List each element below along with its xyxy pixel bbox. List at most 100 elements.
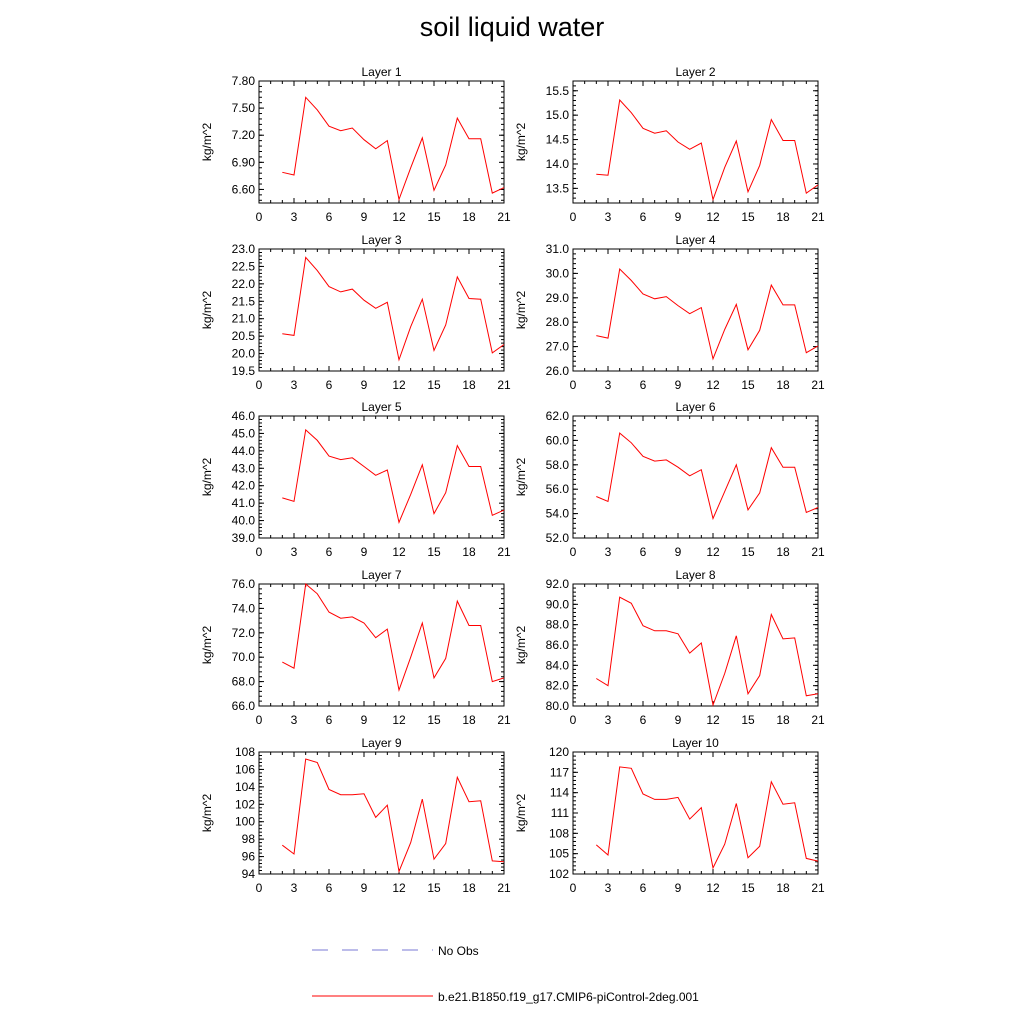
- x-tick-label: 0: [570, 881, 577, 895]
- x-tick-label: 3: [291, 713, 298, 727]
- x-tick-label: 3: [605, 545, 612, 559]
- y-tick-label: 56.0: [546, 482, 570, 496]
- x-tick-label: 21: [497, 210, 511, 224]
- y-tick-label: 60.0: [546, 433, 570, 447]
- y-tick-label: 20.0: [232, 347, 256, 361]
- x-tick-label: 18: [776, 881, 790, 895]
- x-tick-label: 6: [640, 713, 647, 727]
- y-axis-label: kg/m^2: [514, 291, 528, 330]
- panels-group: Layer 1 kg/m^2 0 3 6 9 12 15 18 21 6.60 6.90 7.20 7.5…: [200, 65, 825, 895]
- y-tick-label: 23.0: [232, 242, 256, 256]
- x-tick-label: 0: [570, 545, 577, 559]
- x-tick-label: 15: [427, 210, 441, 224]
- y-tick-label: 44.0: [232, 444, 256, 458]
- y-tick-label: 66.0: [232, 699, 256, 713]
- y-tick-label: 52.0: [546, 531, 570, 545]
- x-tick-label: 15: [427, 378, 441, 392]
- x-tick-label: 12: [392, 713, 406, 727]
- x-tick-label: 12: [706, 378, 720, 392]
- x-tick-label: 9: [675, 713, 682, 727]
- x-tick-label: 9: [361, 881, 368, 895]
- x-tick-label: 15: [741, 210, 755, 224]
- x-tick-label: 21: [811, 378, 825, 392]
- y-tick-label: 13.5: [546, 181, 570, 195]
- y-tick-label: 39.0: [232, 531, 256, 545]
- legend-label-model: b.e21.B1850.f19_g17.CMIP6-piControl-2deg…: [438, 990, 699, 1004]
- x-tick-label: 0: [570, 378, 577, 392]
- y-tick-label: 14.0: [546, 157, 570, 171]
- x-tick-label: 3: [605, 713, 612, 727]
- y-tick-label: 58.0: [546, 458, 570, 472]
- x-tick-label: 6: [640, 210, 647, 224]
- panel-3: Layer 3 kg/m^2 0 3 6 9 12 15 18 21 19.5 20.0 20.5 21.…: [200, 233, 511, 392]
- y-tick-label: 7.50: [232, 101, 256, 115]
- x-tick-label: 18: [776, 210, 790, 224]
- x-tick-label: 12: [706, 881, 720, 895]
- x-tick-label: 18: [462, 378, 476, 392]
- y-axis-label: kg/m^2: [200, 291, 214, 330]
- x-tick-label: 15: [427, 713, 441, 727]
- x-tick-label: 0: [256, 210, 263, 224]
- y-tick-label: 100: [235, 815, 255, 829]
- y-tick-label: 84.0: [546, 658, 570, 672]
- x-tick-label: 12: [392, 210, 406, 224]
- x-tick-label: 21: [497, 881, 511, 895]
- panel-frame: [572, 80, 819, 204]
- x-tick-label: 18: [462, 210, 476, 224]
- series-line: [596, 432, 819, 521]
- y-tick-label: 108: [235, 745, 255, 759]
- y-tick-label: 28.0: [546, 315, 570, 329]
- x-tick-label: 9: [675, 378, 682, 392]
- y-tick-label: 108: [549, 826, 569, 840]
- panel-7: Layer 7 kg/m^2 0 3 6 9 12 15 18 21 66.0 68.0 70.0 72.…: [200, 568, 511, 727]
- x-tick-label: 9: [361, 545, 368, 559]
- y-tick-label: 102: [235, 797, 255, 811]
- x-tick-label: 15: [427, 881, 441, 895]
- x-tick-label: 9: [675, 545, 682, 559]
- x-tick-label: 12: [706, 545, 720, 559]
- x-tick-label: 3: [291, 378, 298, 392]
- series-line: [595, 766, 819, 870]
- x-tick-label: 6: [326, 378, 333, 392]
- x-tick-label: 0: [256, 713, 263, 727]
- y-tick-label: 90.0: [546, 597, 570, 611]
- x-tick-label: 18: [462, 545, 476, 559]
- y-tick-label: 106: [235, 762, 255, 776]
- x-tick-label: 12: [392, 378, 406, 392]
- x-tick-label: 18: [776, 713, 790, 727]
- y-axis-label: kg/m^2: [200, 123, 214, 162]
- y-axis-label: kg/m^2: [514, 123, 528, 162]
- y-tick-label: 20.5: [232, 329, 256, 343]
- panel-title: Layer 5: [361, 400, 401, 414]
- y-tick-label: 26.0: [546, 364, 570, 378]
- y-tick-label: 104: [235, 780, 255, 794]
- x-tick-label: 21: [811, 713, 825, 727]
- x-tick-label: 9: [361, 210, 368, 224]
- series-line: [596, 267, 819, 361]
- y-tick-label: 82.0: [546, 679, 570, 693]
- x-tick-label: 18: [776, 378, 790, 392]
- panel-frame: [258, 415, 505, 539]
- series-line: [282, 96, 505, 202]
- panel-8: Layer 8 kg/m^2 0 3 6 9 12 15 18 21 80.0 82.0 84.0 86.…: [514, 568, 825, 727]
- x-tick-label: 21: [811, 545, 825, 559]
- x-tick-label: 6: [326, 210, 333, 224]
- x-tick-label: 18: [462, 713, 476, 727]
- y-tick-label: 31.0: [546, 242, 570, 256]
- x-tick-label: 15: [741, 881, 755, 895]
- panel-title: Layer 2: [675, 65, 715, 79]
- y-axis-label: kg/m^2: [514, 794, 528, 833]
- x-tick-label: 12: [392, 545, 406, 559]
- panel-title: Layer 3: [361, 233, 401, 247]
- x-tick-label: 3: [291, 210, 298, 224]
- x-tick-label: 6: [640, 881, 647, 895]
- y-tick-label: 76.0: [232, 577, 256, 591]
- x-tick-label: 6: [326, 881, 333, 895]
- x-tick-label: 12: [706, 210, 720, 224]
- x-tick-label: 15: [741, 378, 755, 392]
- x-tick-label: 21: [497, 545, 511, 559]
- panel-frame: [572, 583, 819, 707]
- panel-1: Layer 1 kg/m^2 0 3 6 9 12 15 18 21 6.60 6.90 7.20 7.5…: [200, 65, 511, 224]
- x-tick-label: 0: [256, 378, 263, 392]
- y-tick-label: 7.20: [232, 128, 256, 142]
